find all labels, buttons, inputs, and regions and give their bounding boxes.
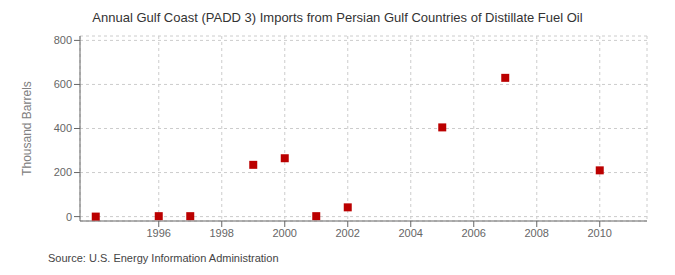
svg-text:2000: 2000 [273, 227, 297, 239]
svg-text:2010: 2010 [588, 227, 612, 239]
svg-text:1996: 1996 [147, 227, 171, 239]
svg-text:2004: 2004 [399, 227, 423, 239]
svg-text:600: 600 [54, 78, 72, 90]
svg-text:2002: 2002 [336, 227, 360, 239]
svg-text:1998: 1998 [210, 227, 234, 239]
svg-text:2008: 2008 [525, 227, 549, 239]
svg-text:2006: 2006 [462, 227, 486, 239]
html-text:Annual Gulf Coast (PADD 3) Imp: Annual Gulf Coast (PADD 3) Imports from … [92, 10, 583, 25]
html-text:Source: U.S. Energy Informatio: Source: U.S. Energy Information Administ… [48, 252, 279, 264]
svg-text:0: 0 [66, 211, 72, 223]
svg-text:Thousand Barrels: Thousand Barrels [20, 81, 34, 176]
svg-text:200: 200 [54, 166, 72, 178]
svg-text:800: 800 [54, 34, 72, 46]
svg-text:400: 400 [54, 122, 72, 134]
